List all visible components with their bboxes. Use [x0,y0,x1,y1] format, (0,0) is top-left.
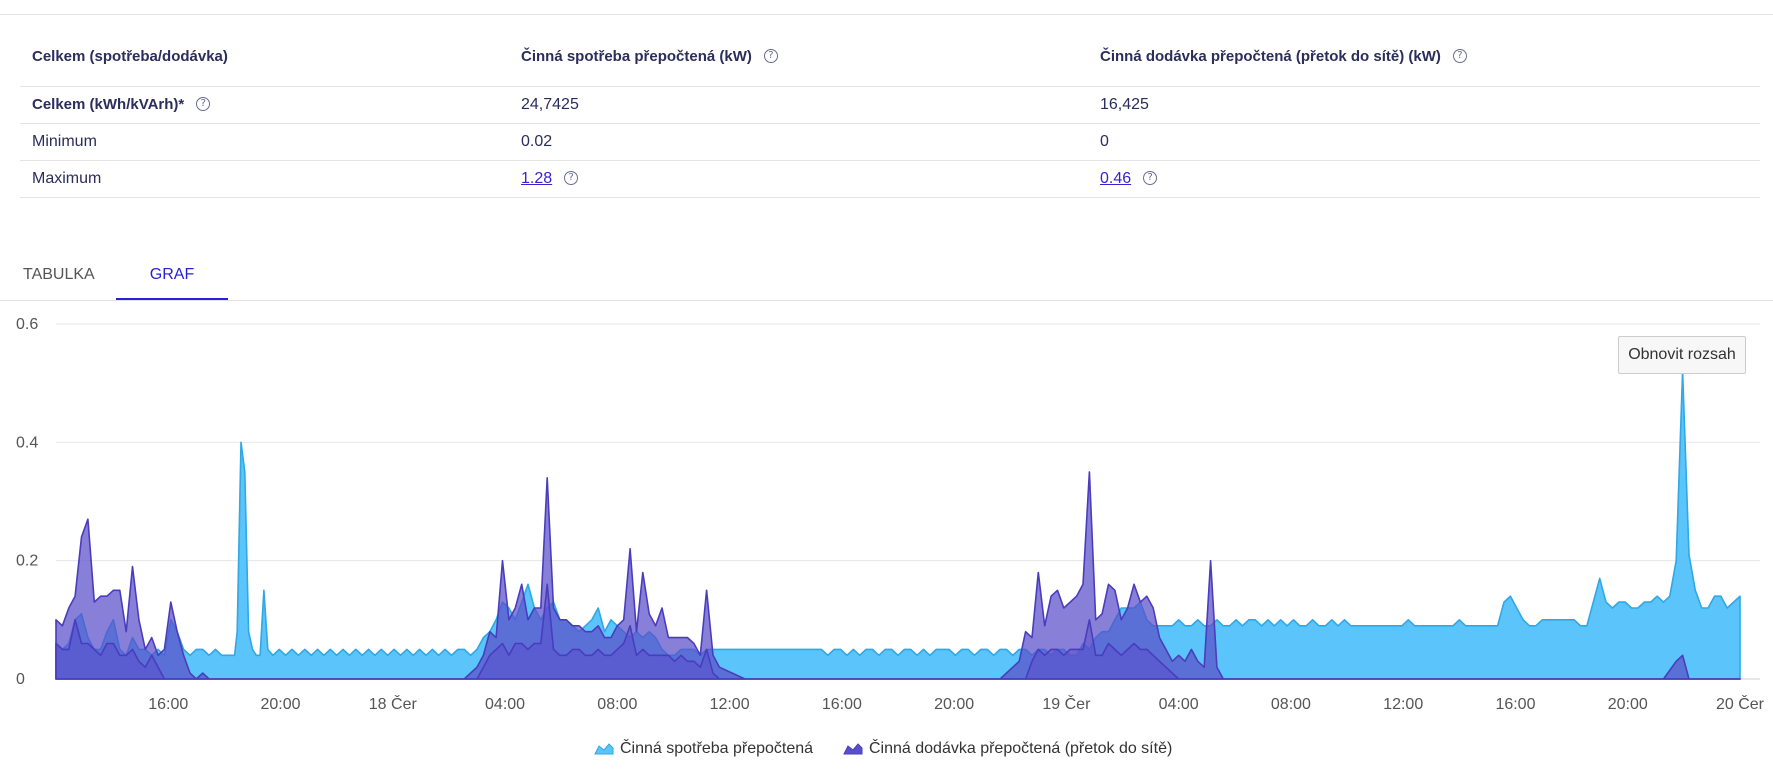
header-total: Celkem (spotřeba/dodávka) [20,26,509,87]
x-tick-label: 20:00 [1608,696,1648,713]
y-tick-label: 0 [16,671,25,688]
legend-item-supply[interactable]: Činná dodávka přepočtená (přetok do sítě… [843,740,1172,758]
legend-item-consumption[interactable]: Činná spotřeba přepočtená [594,740,813,758]
summary-row-minimum: Minimum 0.02 0 [20,123,1760,161]
y-tick-label: 0.6 [16,316,38,333]
maximum-supply-link[interactable]: 0.46 [1100,170,1132,187]
row-total-cell: Celkem (kWh/kVArh)*? [20,86,509,124]
legend-supply-label: Činná dodávka přepočtená (přetok do sítě… [869,740,1173,757]
legend-supply-icon [843,743,863,755]
summary-header-row: Celkem (spotřeba/dodávka) Činná spotřeba… [20,26,1760,87]
question-circle-icon[interactable]: ? [1452,48,1467,63]
minimum-consumption-value: 0.02 [509,123,1088,161]
series-area-2 [55,583,1741,680]
header-consumption: Činná spotřeba přepočtená (kW)? [509,26,1088,87]
question-circle-icon[interactable]: ? [1143,171,1158,185]
chart-series [55,370,1741,680]
tab-graph[interactable]: GRAF [116,252,228,300]
row-maximum-label: Maximum [20,160,509,198]
x-tick-label: 04:00 [1159,696,1199,713]
y-tick-label: 0.2 [16,553,38,570]
legend-consumption-icon [594,743,614,755]
x-tick-label: 12:00 [710,696,750,713]
legend-consumption-label: Činná spotřeba přepočtená [620,740,814,757]
view-tabs: TABULKA GRAF [0,252,1773,301]
summary-table: Celkem (spotřeba/dodávka) Činná spotřeba… [20,26,1760,198]
reset-zoom-button[interactable]: Obnovit rozsah [1618,336,1746,374]
top-divider [0,14,1773,15]
x-tick-label: 16:00 [1495,696,1535,713]
header-supply-label: Činná dodávka přepočtená (přetok do sítě… [1100,47,1441,65]
header-consumption-label: Činná spotřeba přepočtená (kW) [521,47,752,65]
maximum-consumption-link[interactable]: 1.28 [521,170,553,187]
summary-row-maximum: Maximum 1.28? 0.46? [20,160,1760,198]
series-area-0 [55,370,1741,680]
x-tick-label: 16:00 [148,696,188,713]
maximum-consumption-cell: 1.28? [509,160,1088,198]
x-tick-label: 20 Čer [1716,694,1765,713]
header-total-label: Celkem (spotřeba/dodávka) [32,47,228,65]
summary-row-total: Celkem (kWh/kVArh)*? 24,7425 16,425 [20,86,1760,124]
x-tick-label: 08:00 [597,696,637,713]
question-circle-icon[interactable]: ? [564,171,579,185]
row-total-label: Celkem (kWh/kVArh)* [32,96,185,113]
x-tick-label: 08:00 [1271,696,1311,713]
x-tick-label: 16:00 [822,696,862,713]
question-circle-icon[interactable]: ? [763,48,778,63]
total-supply-value: 16,425 [1088,86,1760,124]
x-tick-label: 18 Čer [369,694,418,713]
question-circle-icon[interactable]: ? [196,97,211,111]
x-tick-label: 19 Čer [1042,694,1091,713]
x-tick-label: 20:00 [261,696,301,713]
area-chart[interactable]: 0 0.2 0.4 0.6 16:00 20:00 18 Čer 04:00 08:00 12:0… [0,300,1773,740]
x-tick-label: 20:00 [934,696,974,713]
maximum-supply-cell: 0.46? [1088,160,1760,198]
total-consumption-value: 24,7425 [509,86,1088,124]
y-tick-label: 0.4 [16,434,38,451]
tab-table[interactable]: TABULKA [23,266,95,283]
header-supply: Činná dodávka přepočtená (přetok do sítě… [1088,26,1760,87]
row-minimum-label: Minimum [20,123,509,161]
chart-axes: 0 0.2 0.4 0.6 16:00 20:00 18 Čer 04:00 08:00 12:0… [16,316,1765,713]
minimum-supply-value: 0 [1088,123,1760,161]
chart-legend: Činná spotřeba přepočtená Činná dodávka … [0,740,1773,764]
x-tick-label: 12:00 [1383,696,1423,713]
x-tick-label: 04:00 [485,696,525,713]
